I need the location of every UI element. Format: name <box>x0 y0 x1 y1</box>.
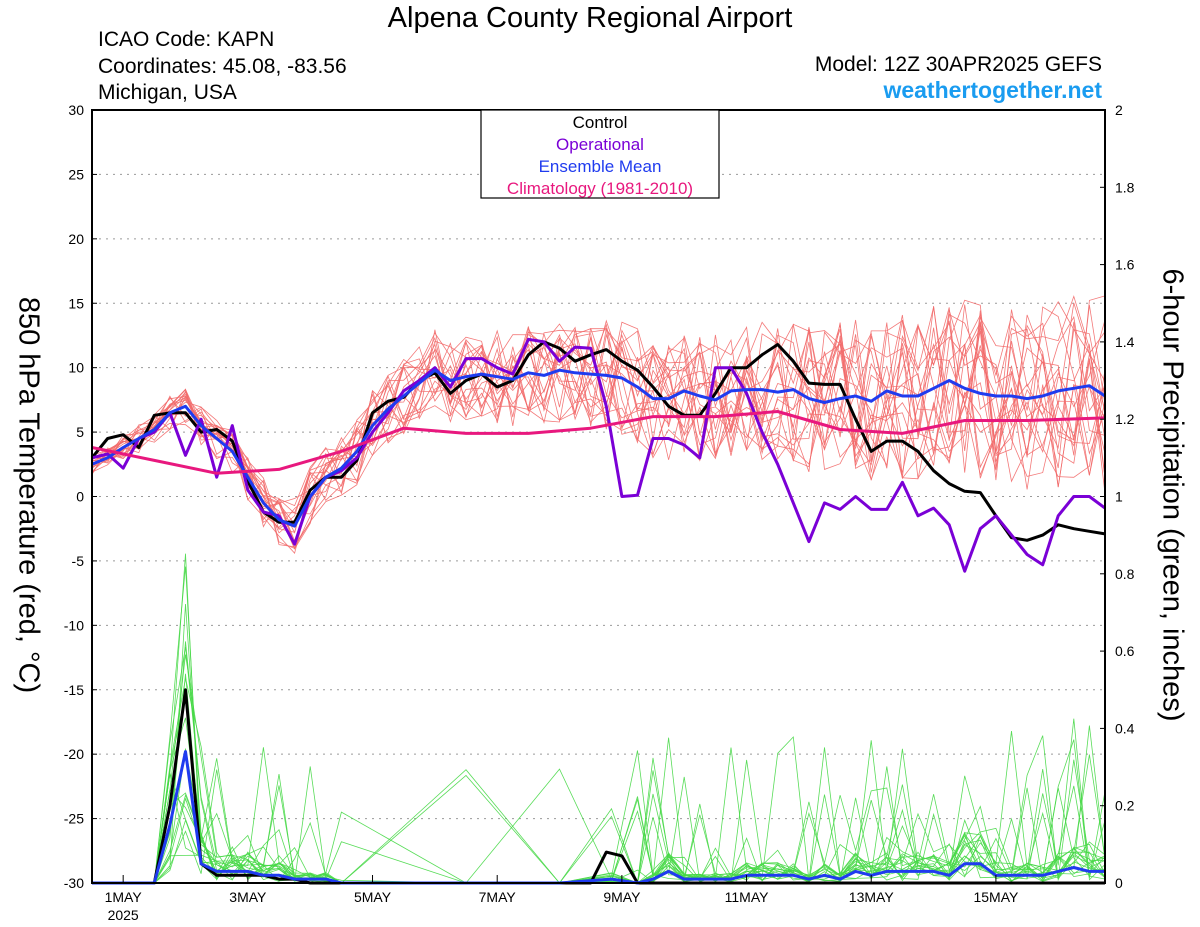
temp-member-line <box>91 302 1106 534</box>
x-tick-label: 9MAY <box>603 889 641 905</box>
precip-control-line <box>92 688 1105 885</box>
temp-ensemble-members <box>91 295 1106 555</box>
y-left-tick-label: -10 <box>64 617 84 633</box>
temp-member-line <box>91 304 1106 530</box>
precip-member-line <box>92 725 1106 884</box>
y-left-tick-label: 15 <box>68 295 84 311</box>
precip-member-line <box>92 678 1106 884</box>
model-label: Model: 12Z 30APR2025 GEFS <box>814 53 1102 76</box>
x-tick-label: 15MAY <box>973 889 1019 905</box>
temp-ensemble-mean-line <box>91 368 1106 528</box>
precip-member-line <box>92 673 1106 884</box>
chart-title: Alpena County Regional Airport <box>387 2 793 34</box>
legend-entry: Control <box>573 113 628 132</box>
precip-member-line <box>92 759 1106 884</box>
y-left-tick-label: -30 <box>64 875 84 891</box>
y-left-tick-label: 10 <box>68 360 84 376</box>
y-left-tick-label: -20 <box>64 746 84 762</box>
grid-lines <box>92 173 1105 820</box>
x-tick-sublabel: 2025 <box>108 907 139 923</box>
region-label: Michigan, USA <box>98 81 237 104</box>
icao-code-label: ICAO Code: KAPN <box>98 28 275 51</box>
y-left-tick-label: 25 <box>68 166 84 182</box>
y-right-tick-label: 0.2 <box>1115 798 1135 814</box>
y-right-tick-label: 0.6 <box>1115 643 1135 659</box>
temp-member-line <box>91 309 1106 521</box>
precip-ensemble-mean-line <box>92 750 1105 885</box>
y-left-tick-label: -25 <box>64 811 84 827</box>
site-link[interactable]: weathertogether.net <box>883 77 1102 103</box>
y-left-tick-label: -5 <box>72 553 85 569</box>
axis-ticks: -30-25-20-15-10-505101520253000.20.40.60… <box>64 102 1135 923</box>
x-tick-label: 13MAY <box>849 889 895 905</box>
temp-member-line <box>91 295 1106 546</box>
y-left-tick-label: -15 <box>64 682 84 698</box>
x-tick-label: 5MAY <box>354 889 392 905</box>
precip-member-line <box>92 603 1106 884</box>
x-tick-label: 7MAY <box>479 889 517 905</box>
temp-member-line <box>91 323 1106 534</box>
temp-member-line <box>91 307 1106 533</box>
legend-entry: Ensemble Mean <box>539 157 662 176</box>
y-right-tick-label: 0 <box>1115 875 1123 891</box>
y-right-tick-label: 1.4 <box>1115 334 1135 350</box>
temp-member-line <box>91 310 1106 508</box>
temp-member-line <box>91 295 1106 525</box>
temp-operational-line <box>91 337 1106 573</box>
coordinates-label: Coordinates: 45.08, -83.56 <box>98 55 347 78</box>
temp-climatology-1981-2010-line <box>91 410 1106 475</box>
x-tick-label: 1MAY <box>105 889 143 905</box>
x-tick-label: 3MAY <box>229 889 267 905</box>
y-left-tick-label: 5 <box>76 424 84 440</box>
y-left-tick-label: 20 <box>68 231 84 247</box>
y-right-tick-label: 2 <box>1115 102 1123 118</box>
y-right-tick-label: 1.6 <box>1115 257 1135 273</box>
legend-entry: Operational <box>556 135 644 154</box>
y-right-tick-label: 0.8 <box>1115 566 1135 582</box>
y-right-tick-label: 1 <box>1115 489 1123 505</box>
main-series <box>90 337 1106 885</box>
y-right-tick-label: 1.8 <box>1115 179 1135 195</box>
y-right-tick-label: 0.4 <box>1115 720 1135 736</box>
y-left-tick-label: 0 <box>76 489 84 505</box>
legend-box <box>480 109 720 199</box>
legend-entry: Climatology (1981-2010) <box>507 179 693 198</box>
x-tick-label: 11MAY <box>725 889 769 905</box>
precip-ensemble-members <box>92 553 1106 884</box>
y-right-tick-label: 1.2 <box>1115 411 1135 427</box>
precip-member-line <box>92 641 1106 884</box>
y-left-tick-label: 30 <box>68 102 84 118</box>
legend: Control Operational Ensemble Mean Climatolo… <box>480 109 720 199</box>
temp-member-line <box>91 321 1106 528</box>
precip-member-line <box>92 566 1106 884</box>
temp-member-line <box>91 306 1106 525</box>
temp-member-line <box>91 306 1106 546</box>
